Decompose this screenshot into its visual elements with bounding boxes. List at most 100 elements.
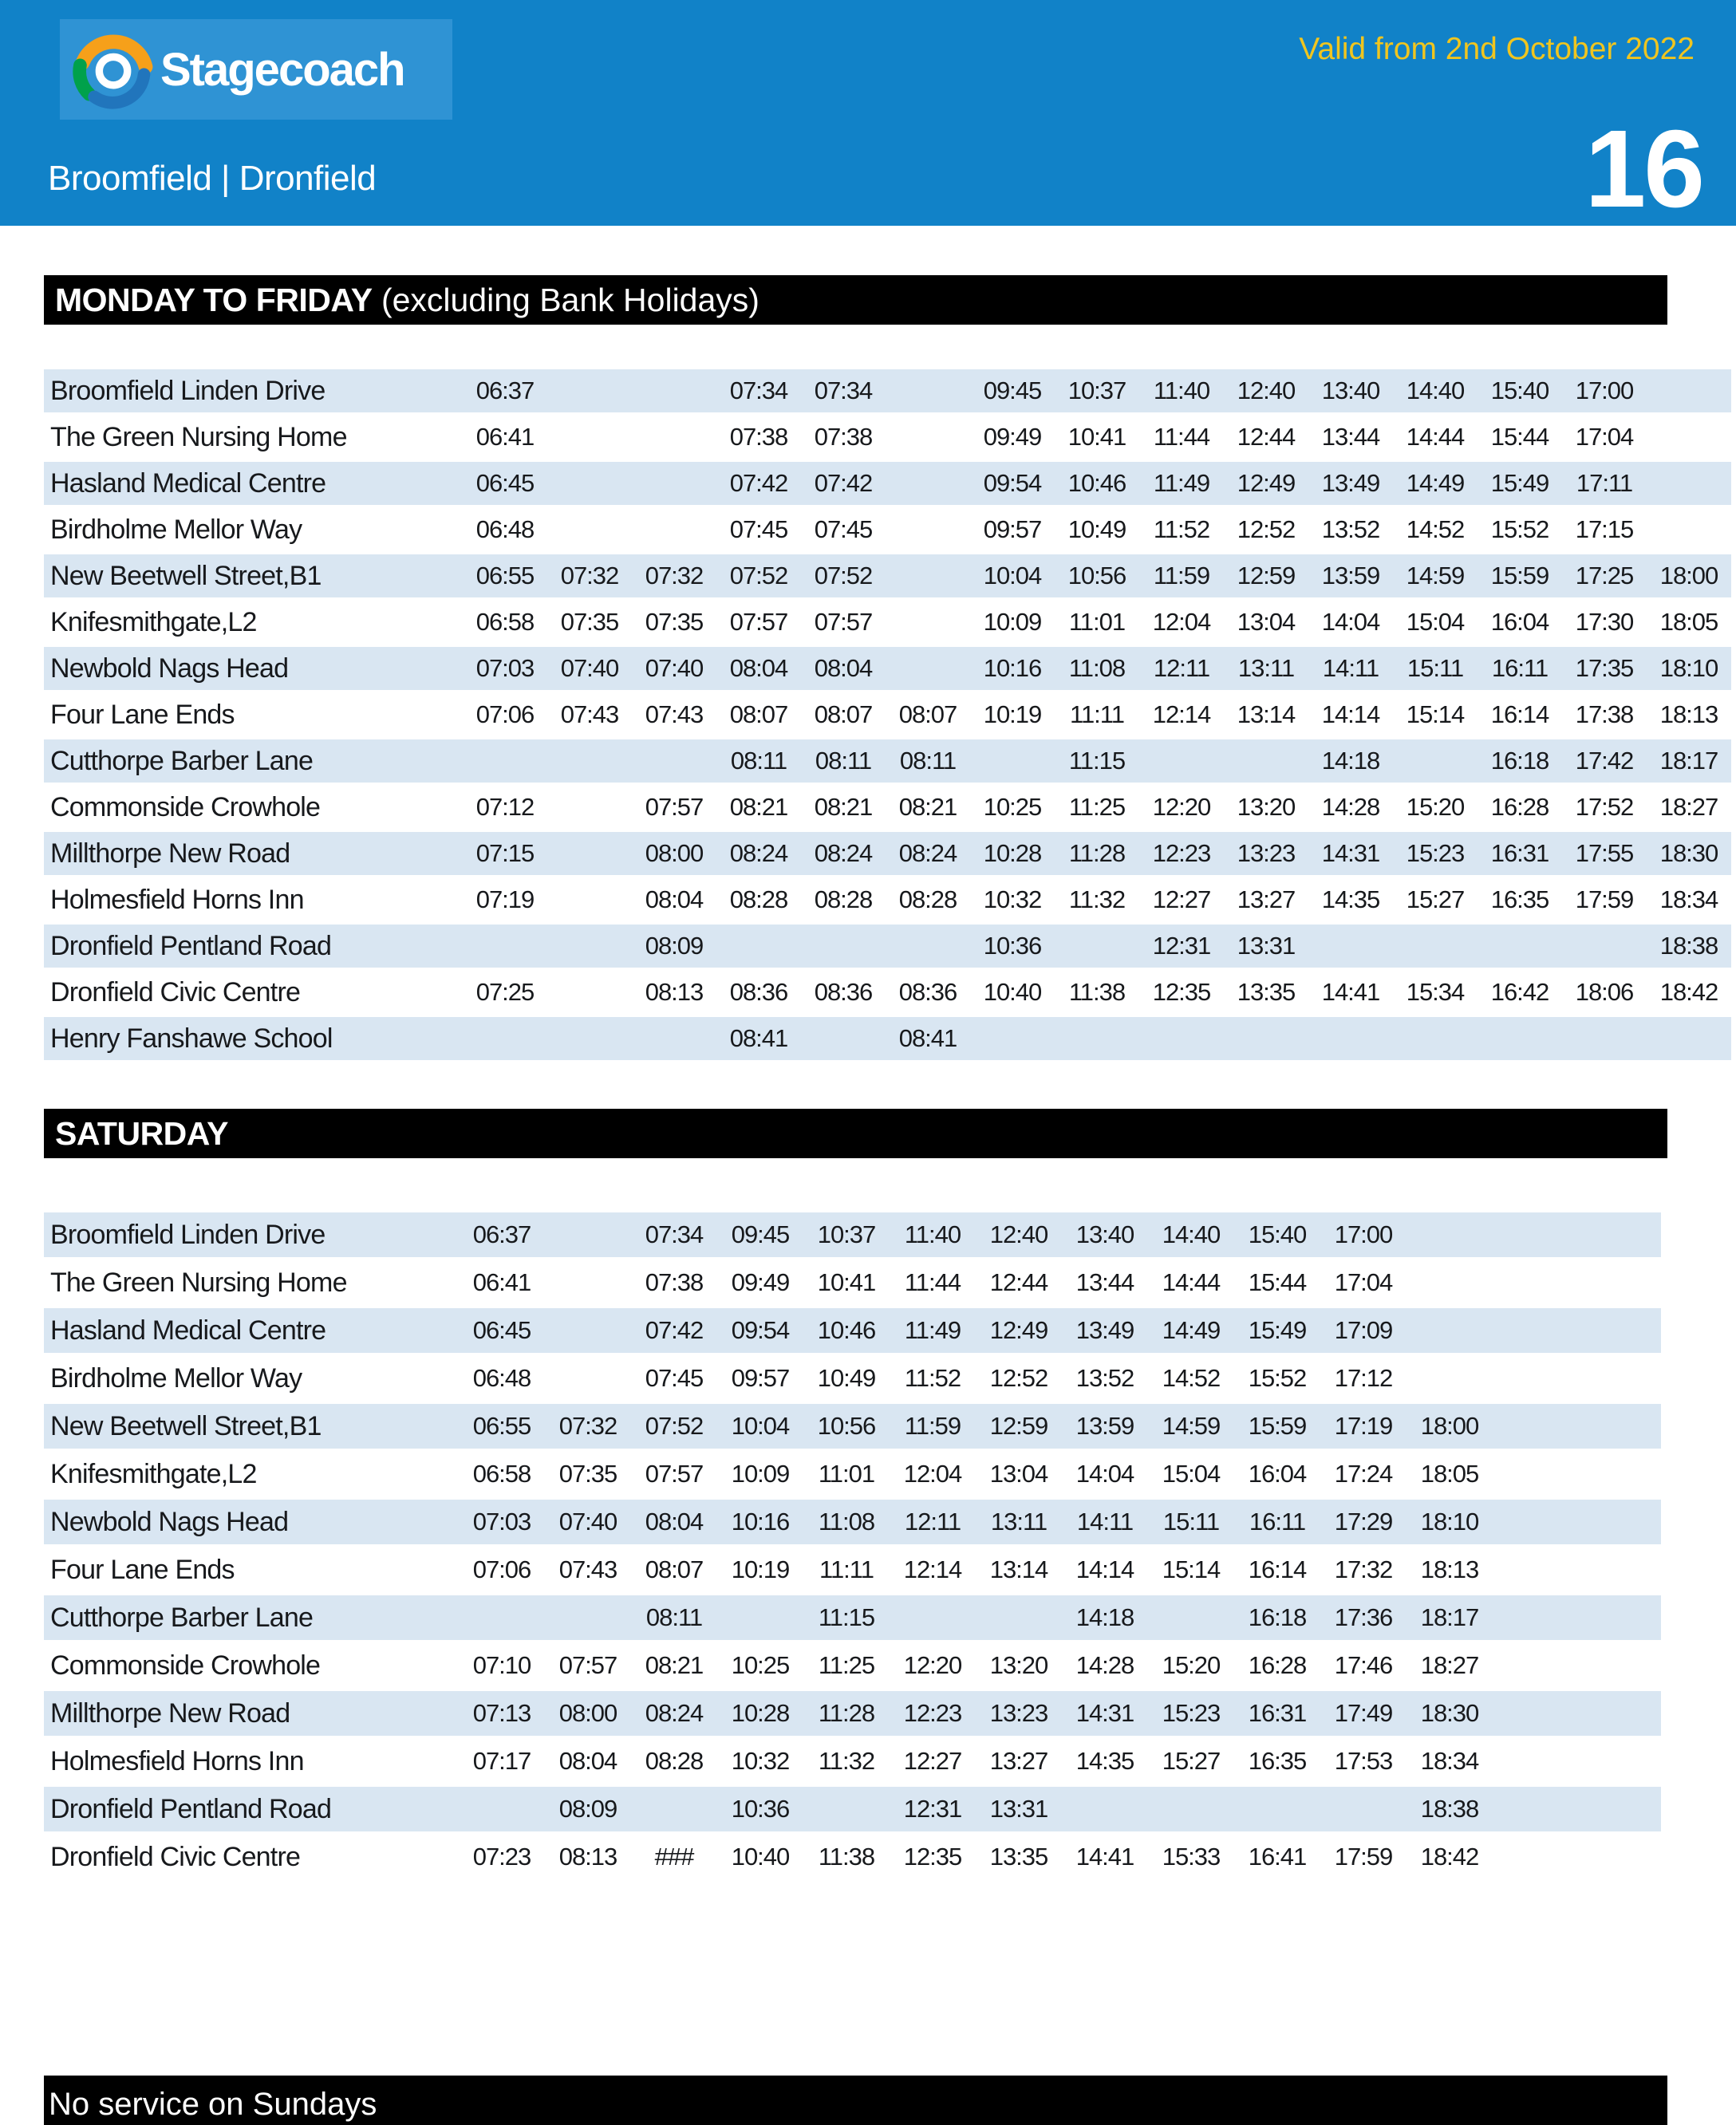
departure-time: 15:04 (1406, 608, 1466, 636)
departure-time: 10:49 (1067, 515, 1127, 543)
departure-time: 07:52 (729, 562, 789, 589)
departure-time: 08:11 (815, 747, 872, 775)
departure-time: 17:38 (1575, 700, 1635, 728)
departure-time: 11:49 (1153, 469, 1210, 497)
weekday-row-11: Holmesfield Horns Inn 07:19 08:04 08:28 08:2… (44, 878, 1731, 925)
stop-name: Dronfield Civic Centre (50, 976, 301, 1007)
departure-time: 15:27 (1406, 885, 1466, 913)
header: Stagecoach Valid from 2nd October 2022 B… (0, 0, 1736, 226)
weekday-title-bold: MONDAY TO FRIDAY (55, 282, 373, 318)
departure-time: 16:31 (1490, 839, 1550, 867)
departure-time: 16:18 (1248, 1603, 1308, 1631)
saturday-row-11: Holmesfield Horns Inn 07:17 08:04 08:28 10:3… (44, 1739, 1661, 1787)
saturday-row-5: Knifesmithgate,L2 06:58 07:35 07:57 10:09 11:… (44, 1452, 1661, 1500)
weekday-row-10: Millthorpe New Road 07:15 08:00 08:24 08:24 0… (44, 832, 1731, 878)
no-sunday-service-note: No service on Sundays (44, 2076, 1667, 2125)
departure-time: 06:58 (475, 608, 535, 636)
departure-time: 14:49 (1406, 469, 1466, 497)
departure-time: 15:44 (1248, 1268, 1308, 1296)
weekday-row-6: Newbold Nags Head 07:03 07:40 07:40 08:04 08:… (44, 647, 1731, 693)
departure-time: 08:04 (645, 885, 704, 913)
weekday-row-1: The Green Nursing Home 06:41 07:38 07:38 09:… (44, 416, 1731, 462)
departure-time: 10:36 (731, 1795, 791, 1823)
weekday-row-13: Dronfield Civic Centre 07:25 08:13 08:36 08:… (44, 971, 1731, 1017)
stop-name: Hasland Medical Centre (50, 1315, 326, 1346)
departure-time: 12:59 (1237, 562, 1296, 589)
weekday-row-12: Dronfield Pentland Road 08:09 10:36 12:31 13… (44, 925, 1731, 971)
saturday-row-10: Millthorpe New Road 07:13 08:00 08:24 10:28 1… (44, 1691, 1661, 1739)
departure-time: 14:04 (1321, 608, 1381, 636)
departure-time: 13:20 (1237, 793, 1296, 821)
stop-name: Newbold Nags Head (50, 652, 289, 684)
departure-time: 09:54 (731, 1316, 791, 1344)
departure-time: 15:23 (1406, 839, 1466, 867)
departure-time: 12:31 (903, 1795, 963, 1823)
stop-name: The Green Nursing Home (50, 1267, 347, 1298)
departure-time: 18:05 (1420, 1460, 1480, 1488)
departure-time: 10:37 (817, 1220, 877, 1248)
departure-time: 11:15 (1068, 747, 1126, 775)
departure-time: 07:57 (814, 608, 874, 636)
saturday-row-3: Birdholme Mellor Way 06:48 07:45 09:57 10:49… (44, 1356, 1661, 1404)
departure-time: 17:29 (1334, 1508, 1394, 1536)
departure-time: 11:32 (1068, 885, 1126, 913)
stop-name: Dronfield Civic Centre (50, 1841, 301, 1872)
departure-time: 07:57 (645, 1460, 704, 1488)
departure-time: 07:57 (729, 608, 789, 636)
departure-time: 15:34 (1406, 978, 1466, 1006)
departure-time: 16:28 (1490, 793, 1550, 821)
departure-time: 10:41 (1067, 423, 1127, 451)
departure-time: 08:21 (729, 793, 789, 821)
departure-time: 15:11 (1407, 654, 1464, 682)
departure-time: 11:01 (818, 1460, 875, 1488)
departure-time: 08:36 (729, 978, 789, 1006)
saturday-row-1: The Green Nursing Home 06:41 07:38 09:49 10:… (44, 1260, 1661, 1308)
departure-time: 18:27 (1659, 793, 1719, 821)
departure-time: 14:52 (1406, 515, 1466, 543)
departure-time: 12:52 (1237, 515, 1296, 543)
stagecoach-logo: Stagecoach (60, 19, 452, 120)
departure-time: 08:07 (645, 1555, 704, 1583)
departure-time: 07:06 (472, 1555, 532, 1583)
departure-time: 06:45 (475, 469, 535, 497)
departure-time: 13:11 (990, 1508, 1048, 1536)
stop-name: Commonside Crowhole (50, 1650, 321, 1681)
departure-time: 08:36 (814, 978, 874, 1006)
departure-time: 11:40 (1153, 377, 1210, 404)
weekday-row-5: Knifesmithgate,L2 06:58 07:35 07:35 07:57 07:… (44, 601, 1731, 647)
saturday-row-9: Commonside Crowhole 07:10 07:57 08:21 10:25 1… (44, 1643, 1661, 1691)
departure-time: 17:42 (1575, 747, 1635, 775)
departure-time: 10:36 (983, 932, 1043, 960)
departure-time: 16:31 (1248, 1699, 1308, 1727)
weekday-row-3: Birdholme Mellor Way 06:48 07:45 07:45 09:57… (44, 508, 1731, 554)
departure-time: 14:31 (1321, 839, 1381, 867)
departure-time: 11:38 (1068, 978, 1126, 1006)
saturday-timetable: Broomfield Linden Drive 06:37 07:34 09:45 10… (44, 1212, 1736, 1883)
departure-time: 07:38 (729, 423, 789, 451)
departure-time: 08:07 (729, 700, 789, 728)
departure-time: 07:52 (645, 1412, 704, 1440)
departure-time: 14:44 (1162, 1268, 1221, 1296)
departure-time: 13:11 (1237, 654, 1295, 682)
saturday-row-7: Four Lane Ends 07:06 07:43 08:07 10:19 11:11 1… (44, 1547, 1661, 1595)
departure-time: 09:57 (731, 1364, 791, 1392)
stop-name: Holmesfield Horns Inn (50, 884, 304, 915)
departure-time: 11:52 (904, 1364, 961, 1392)
stop-name: Henry Fanshawe School (50, 1023, 333, 1054)
departure-time: 17:04 (1334, 1268, 1394, 1296)
departure-time: 12:49 (989, 1316, 1049, 1344)
departure-time: 14:28 (1321, 793, 1381, 821)
departure-time: 07:03 (472, 1508, 532, 1536)
weekday-row-8: Cutthorpe Barber Lane 08:11 08:11 08:11 11:1… (44, 739, 1731, 786)
departure-time: 13:35 (989, 1843, 1049, 1871)
departure-time: 13:44 (1321, 423, 1381, 451)
departure-time: 07:35 (560, 608, 620, 636)
departure-time: 08:24 (814, 839, 874, 867)
departure-time: 14:14 (1075, 1555, 1135, 1583)
departure-time: 17:30 (1575, 608, 1635, 636)
departure-time: 16:41 (1248, 1843, 1308, 1871)
stop-name: Birdholme Mellor Way (50, 514, 302, 545)
departure-time: 08:09 (645, 932, 704, 960)
departure-time: 18:10 (1659, 654, 1719, 682)
departure-time: 14:41 (1075, 1843, 1135, 1871)
